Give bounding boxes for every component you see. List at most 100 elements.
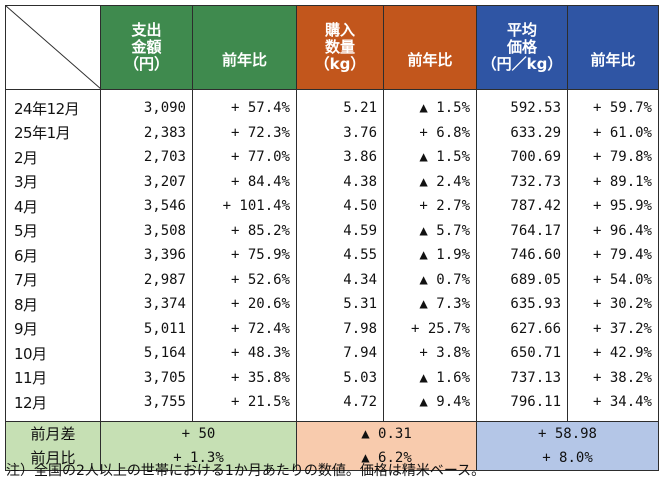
table-row: 25年1月 2,383 + 72.3% 3.76 + 6.8% 633.29 + 61.0%	[5, 120, 659, 145]
qty-cell: 5.31	[296, 292, 384, 317]
qty-cell: 5.21	[296, 89, 384, 121]
month-cell: 7月	[5, 267, 101, 292]
qty-cell: 4.50	[296, 194, 384, 219]
qty-cell: 4.38	[296, 169, 384, 194]
qty-cell: 4.59	[296, 218, 384, 243]
qty-yoy-cell: + 2.7%	[383, 194, 477, 219]
table-row: 11月 3,705 + 35.8% 5.03 ▲ 1.6% 737.13 + 38.2%	[5, 365, 659, 390]
qty-yoy-cell: ▲ 1.9%	[383, 243, 477, 268]
table-row: 10月 5,164 + 48.3% 7.94 + 3.8% 650.71 + 42.9%	[5, 341, 659, 366]
footer-row-ratio: 前月比 + 1.3% ▲ 6.2% + 8.0%	[5, 445, 659, 471]
spend-cell: 3,090	[100, 89, 193, 121]
spend-yoy-cell: + 72.4%	[192, 316, 297, 341]
footer-label-diff: 前月差	[5, 420, 101, 446]
spend-yoy-cell: + 52.6%	[192, 267, 297, 292]
price-yoy-cell: + 89.1%	[567, 169, 659, 194]
spend-cell: 3,755	[100, 390, 193, 422]
footer-ratio-price: + 8.0%	[476, 445, 659, 471]
month-cell: 6月	[5, 243, 101, 268]
footer-ratio-qty: ▲ 6.2%	[296, 445, 477, 471]
price-yoy-cell: + 42.9%	[567, 341, 659, 366]
spend-cell: 3,396	[100, 243, 193, 268]
spend-yoy-cell: + 75.9%	[192, 243, 297, 268]
month-cell: 3月	[5, 169, 101, 194]
qty-yoy-cell: ▲ 7.3%	[383, 292, 477, 317]
qty-cell: 4.72	[296, 390, 384, 422]
price-cell: 737.13	[476, 365, 568, 390]
price-cell: 732.73	[476, 169, 568, 194]
table-row: 6月 3,396 + 75.9% 4.55 ▲ 1.9% 746.60 + 79.4%	[5, 243, 659, 268]
spend-cell: 5,011	[100, 316, 193, 341]
table-row: 12月 3,755 + 21.5% 4.72 ▲ 9.4% 796.11 + 34.4%	[5, 390, 659, 422]
table-row: 9月 5,011 + 72.4% 7.98 + 25.7% 627.66 + 37.2%	[5, 316, 659, 341]
qty-yoy-cell: ▲ 5.7%	[383, 218, 477, 243]
spend-cell: 3,508	[100, 218, 193, 243]
qty-yoy-cell: ▲ 1.5%	[383, 89, 477, 121]
qty-cell: 4.34	[296, 267, 384, 292]
month-cell: 9月	[5, 316, 101, 341]
table-row: 7月 2,987 + 52.6% 4.34 ▲ 0.7% 689.05 + 54.0%	[5, 267, 659, 292]
table-footer: 前月差 + 50 ▲ 0.31 + 58.98 前月比 + 1.3% ▲ 6.2…	[5, 420, 659, 471]
month-cell: 2月	[5, 145, 101, 170]
spend-cell: 2,987	[100, 267, 193, 292]
table-row: 5月 3,508 + 85.2% 4.59 ▲ 5.7% 764.17 + 96.4%	[5, 218, 659, 243]
month-cell: 4月	[5, 194, 101, 219]
price-cell: 764.17	[476, 218, 568, 243]
price-cell: 700.69	[476, 145, 568, 170]
price-cell: 592.53	[476, 89, 568, 121]
month-cell: 5月	[5, 218, 101, 243]
qty-yoy-cell: + 25.7%	[383, 316, 477, 341]
header-spend: 支出 金額 （円）	[100, 5, 193, 90]
header-spend-yoy: 前年比	[192, 5, 297, 90]
qty-yoy-cell: ▲ 1.6%	[383, 365, 477, 390]
rice-stats-table: 支出 金額 （円） 前年比 購入 数量 （kg） 前年比 平均 価格 （円／kg…	[5, 5, 659, 471]
header-row: 支出 金額 （円） 前年比 購入 数量 （kg） 前年比 平均 価格 （円／kg…	[5, 5, 659, 90]
qty-yoy-cell: ▲ 0.7%	[383, 267, 477, 292]
qty-yoy-cell: ▲ 1.5%	[383, 145, 477, 170]
header-qty-yoy: 前年比	[383, 5, 477, 90]
header-price: 平均 価格 （円／kg）	[476, 5, 568, 90]
spend-yoy-cell: + 48.3%	[192, 341, 297, 366]
qty-cell: 7.94	[296, 341, 384, 366]
footer-diff-spend: + 50	[100, 420, 297, 446]
month-cell: 8月	[5, 292, 101, 317]
spend-yoy-cell: + 72.3%	[192, 120, 297, 145]
price-yoy-cell: + 95.9%	[567, 194, 659, 219]
spend-cell: 3,546	[100, 194, 193, 219]
qty-cell: 3.86	[296, 145, 384, 170]
table-row: 24年12月 3,090 + 57.4% 5.21 ▲ 1.5% 592.53 + 59.7…	[5, 89, 659, 121]
corner-diagonal-cell	[5, 5, 101, 90]
price-cell: 787.42	[476, 194, 568, 219]
table-body: 24年12月 3,090 + 57.4% 5.21 ▲ 1.5% 592.53 + 59.7…	[5, 89, 659, 422]
qty-yoy-cell: + 6.8%	[383, 120, 477, 145]
spend-cell: 3,207	[100, 169, 193, 194]
price-cell: 635.93	[476, 292, 568, 317]
footer-diff-qty: ▲ 0.31	[296, 420, 477, 446]
price-yoy-cell: + 34.4%	[567, 390, 659, 422]
qty-yoy-cell: + 3.8%	[383, 341, 477, 366]
footer-ratio-spend: + 1.3%	[100, 445, 297, 471]
spend-cell: 2,383	[100, 120, 193, 145]
spend-yoy-cell: + 20.6%	[192, 292, 297, 317]
qty-yoy-cell: ▲ 9.4%	[383, 390, 477, 422]
price-yoy-cell: + 59.7%	[567, 89, 659, 121]
price-yoy-cell: + 79.4%	[567, 243, 659, 268]
month-cell: 10月	[5, 341, 101, 366]
qty-cell: 5.03	[296, 365, 384, 390]
footnote: 注）全国の2人以上の世帯における1か月あたりの数値。価格は精米ベース。	[6, 463, 486, 479]
table-row: 3月 3,207 + 84.4% 4.38 ▲ 2.4% 732.73 + 89.1%	[5, 169, 659, 194]
spend-yoy-cell: + 85.2%	[192, 218, 297, 243]
month-cell: 25年1月	[5, 120, 101, 145]
spend-cell: 5,164	[100, 341, 193, 366]
month-cell: 12月	[5, 390, 101, 422]
spend-cell: 2,703	[100, 145, 193, 170]
price-yoy-cell: + 37.2%	[567, 316, 659, 341]
price-cell: 627.66	[476, 316, 568, 341]
qty-cell: 3.76	[296, 120, 384, 145]
header-qty: 購入 数量 （kg）	[296, 5, 384, 90]
qty-cell: 7.98	[296, 316, 384, 341]
table-row: 8月 3,374 + 20.6% 5.31 ▲ 7.3% 635.93 + 30.2%	[5, 292, 659, 317]
price-cell: 650.71	[476, 341, 568, 366]
price-yoy-cell: + 30.2%	[567, 292, 659, 317]
price-cell: 689.05	[476, 267, 568, 292]
